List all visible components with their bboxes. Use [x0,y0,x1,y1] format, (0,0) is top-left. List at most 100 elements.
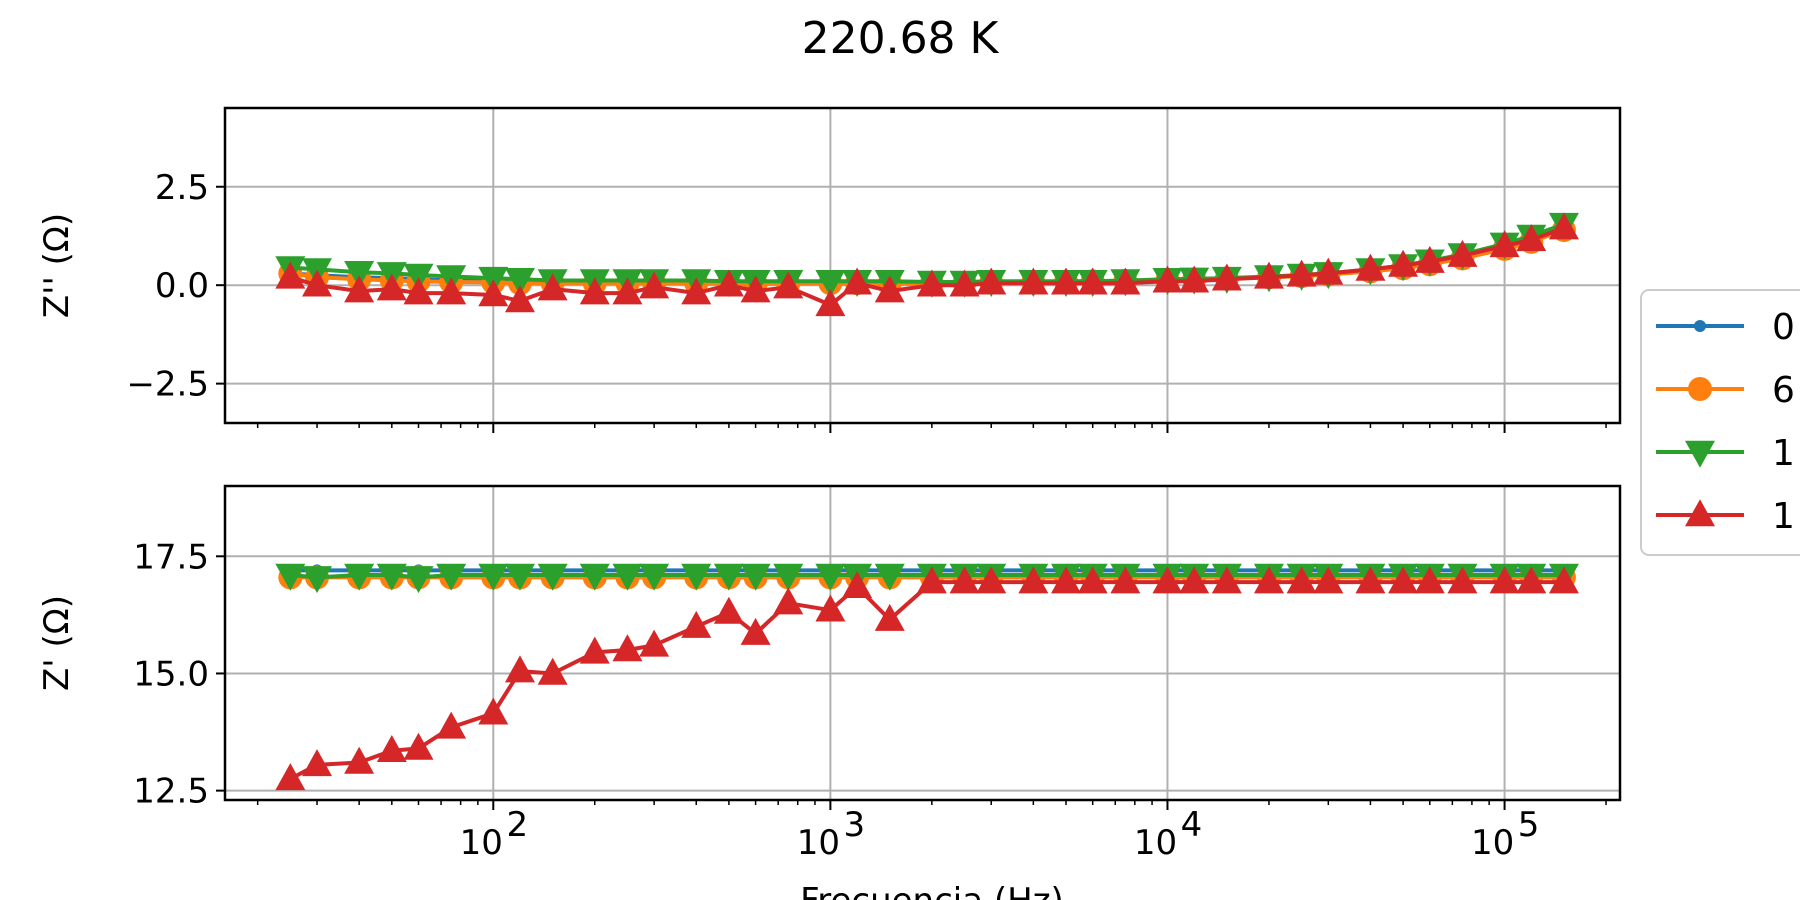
data-point [740,617,771,645]
data-point [403,277,434,305]
legend-label: 1 [1772,433,1795,474]
chart-title: 220.68 K [802,13,1000,64]
data-point [612,277,643,305]
y-tick-label: 12.5 [133,772,209,812]
y-tick-label: 2.5 [155,168,209,208]
data-point [976,566,1007,594]
data-point [612,634,643,662]
data-point [302,269,333,297]
legend-marker [1694,320,1706,332]
legend-marker [1685,440,1715,468]
x-tick-label: 10 [797,823,840,863]
legend-marker [1685,499,1715,527]
data-point [1355,566,1386,594]
data-point [1313,566,1344,594]
data-point [1414,245,1445,273]
data-point [376,563,407,591]
plot-frame [223,484,1622,802]
data-point [916,269,947,297]
data-point [344,260,375,288]
legend-label: 0 [1772,307,1795,348]
data-point [537,273,568,301]
data-point [1286,259,1317,287]
data-point [579,563,610,591]
data-point [612,563,643,591]
data-point [916,566,947,594]
y-tick-label: 15.0 [133,654,209,694]
data-point [874,275,905,303]
series-group [275,212,1579,317]
panel-bottom: 12.5 15.0 17.5 Z' (Ω) [37,484,1622,812]
data-point [478,279,509,307]
data-point [639,629,670,657]
data-point [713,269,744,297]
data-point [1077,566,1108,594]
data-point [740,563,771,591]
y-axis-label: Z'' (Ω) [37,213,77,318]
data-point [815,563,846,591]
data-point [302,566,333,594]
data-point [504,285,535,313]
data-point [681,277,712,305]
data-point [639,271,670,299]
data-point [1152,566,1183,594]
data-point [344,563,375,591]
data-point [403,566,434,594]
data-point [1211,566,1242,594]
data-point [874,603,905,631]
x-axis-label: Frecuencia (Hz) [800,881,1064,900]
data-point [681,610,712,638]
x-tick-exponent: 3 [844,805,866,845]
data-point [478,563,509,591]
data-point [1179,566,1210,594]
x-tick-label: 10 [460,823,503,863]
data-point [504,268,535,296]
x-tick-exponent: 2 [506,805,528,845]
data-point [976,267,1007,295]
data-point [344,746,375,774]
data-point [639,563,670,591]
series-group [275,563,1579,791]
data-point [376,735,407,763]
data-point [275,763,306,791]
data-point [1051,267,1082,295]
data-point [1051,566,1082,594]
data-point [1548,212,1579,240]
data-point [1489,566,1520,594]
legend-label: 6 [1772,370,1795,411]
x-tick-exponent: 5 [1518,805,1540,845]
data-point [504,563,535,591]
x-tick-label: 10 [1134,823,1177,863]
data-point [1286,566,1317,594]
data-point [275,261,306,289]
data-point [949,566,980,594]
data-point [1388,249,1419,277]
x-tick-exponent: 4 [1181,805,1203,845]
legend-marker [1688,377,1712,401]
data-point [1018,267,1049,295]
data-point [344,275,375,303]
data-point [1355,253,1386,281]
legend-box [1640,289,1800,556]
data-point [1018,566,1049,594]
plot-frame [223,106,1622,425]
data-point [874,563,905,591]
legend-label: 1 [1772,496,1795,537]
data-point [436,563,467,591]
data-point [1447,239,1478,267]
data-point [713,596,744,624]
data-point [478,697,509,725]
data-point [713,563,744,591]
data-point [842,267,873,295]
data-point [815,289,846,317]
data-point [302,749,333,777]
data-point [1110,267,1141,295]
data-point [403,732,434,760]
data-point [773,587,804,615]
data-point [1110,566,1141,594]
y-tick-label: 17.5 [133,537,209,577]
data-point [1179,265,1210,293]
data-point [579,636,610,664]
data-point [1388,566,1419,594]
y-tick-label: −2.5 [126,365,209,405]
